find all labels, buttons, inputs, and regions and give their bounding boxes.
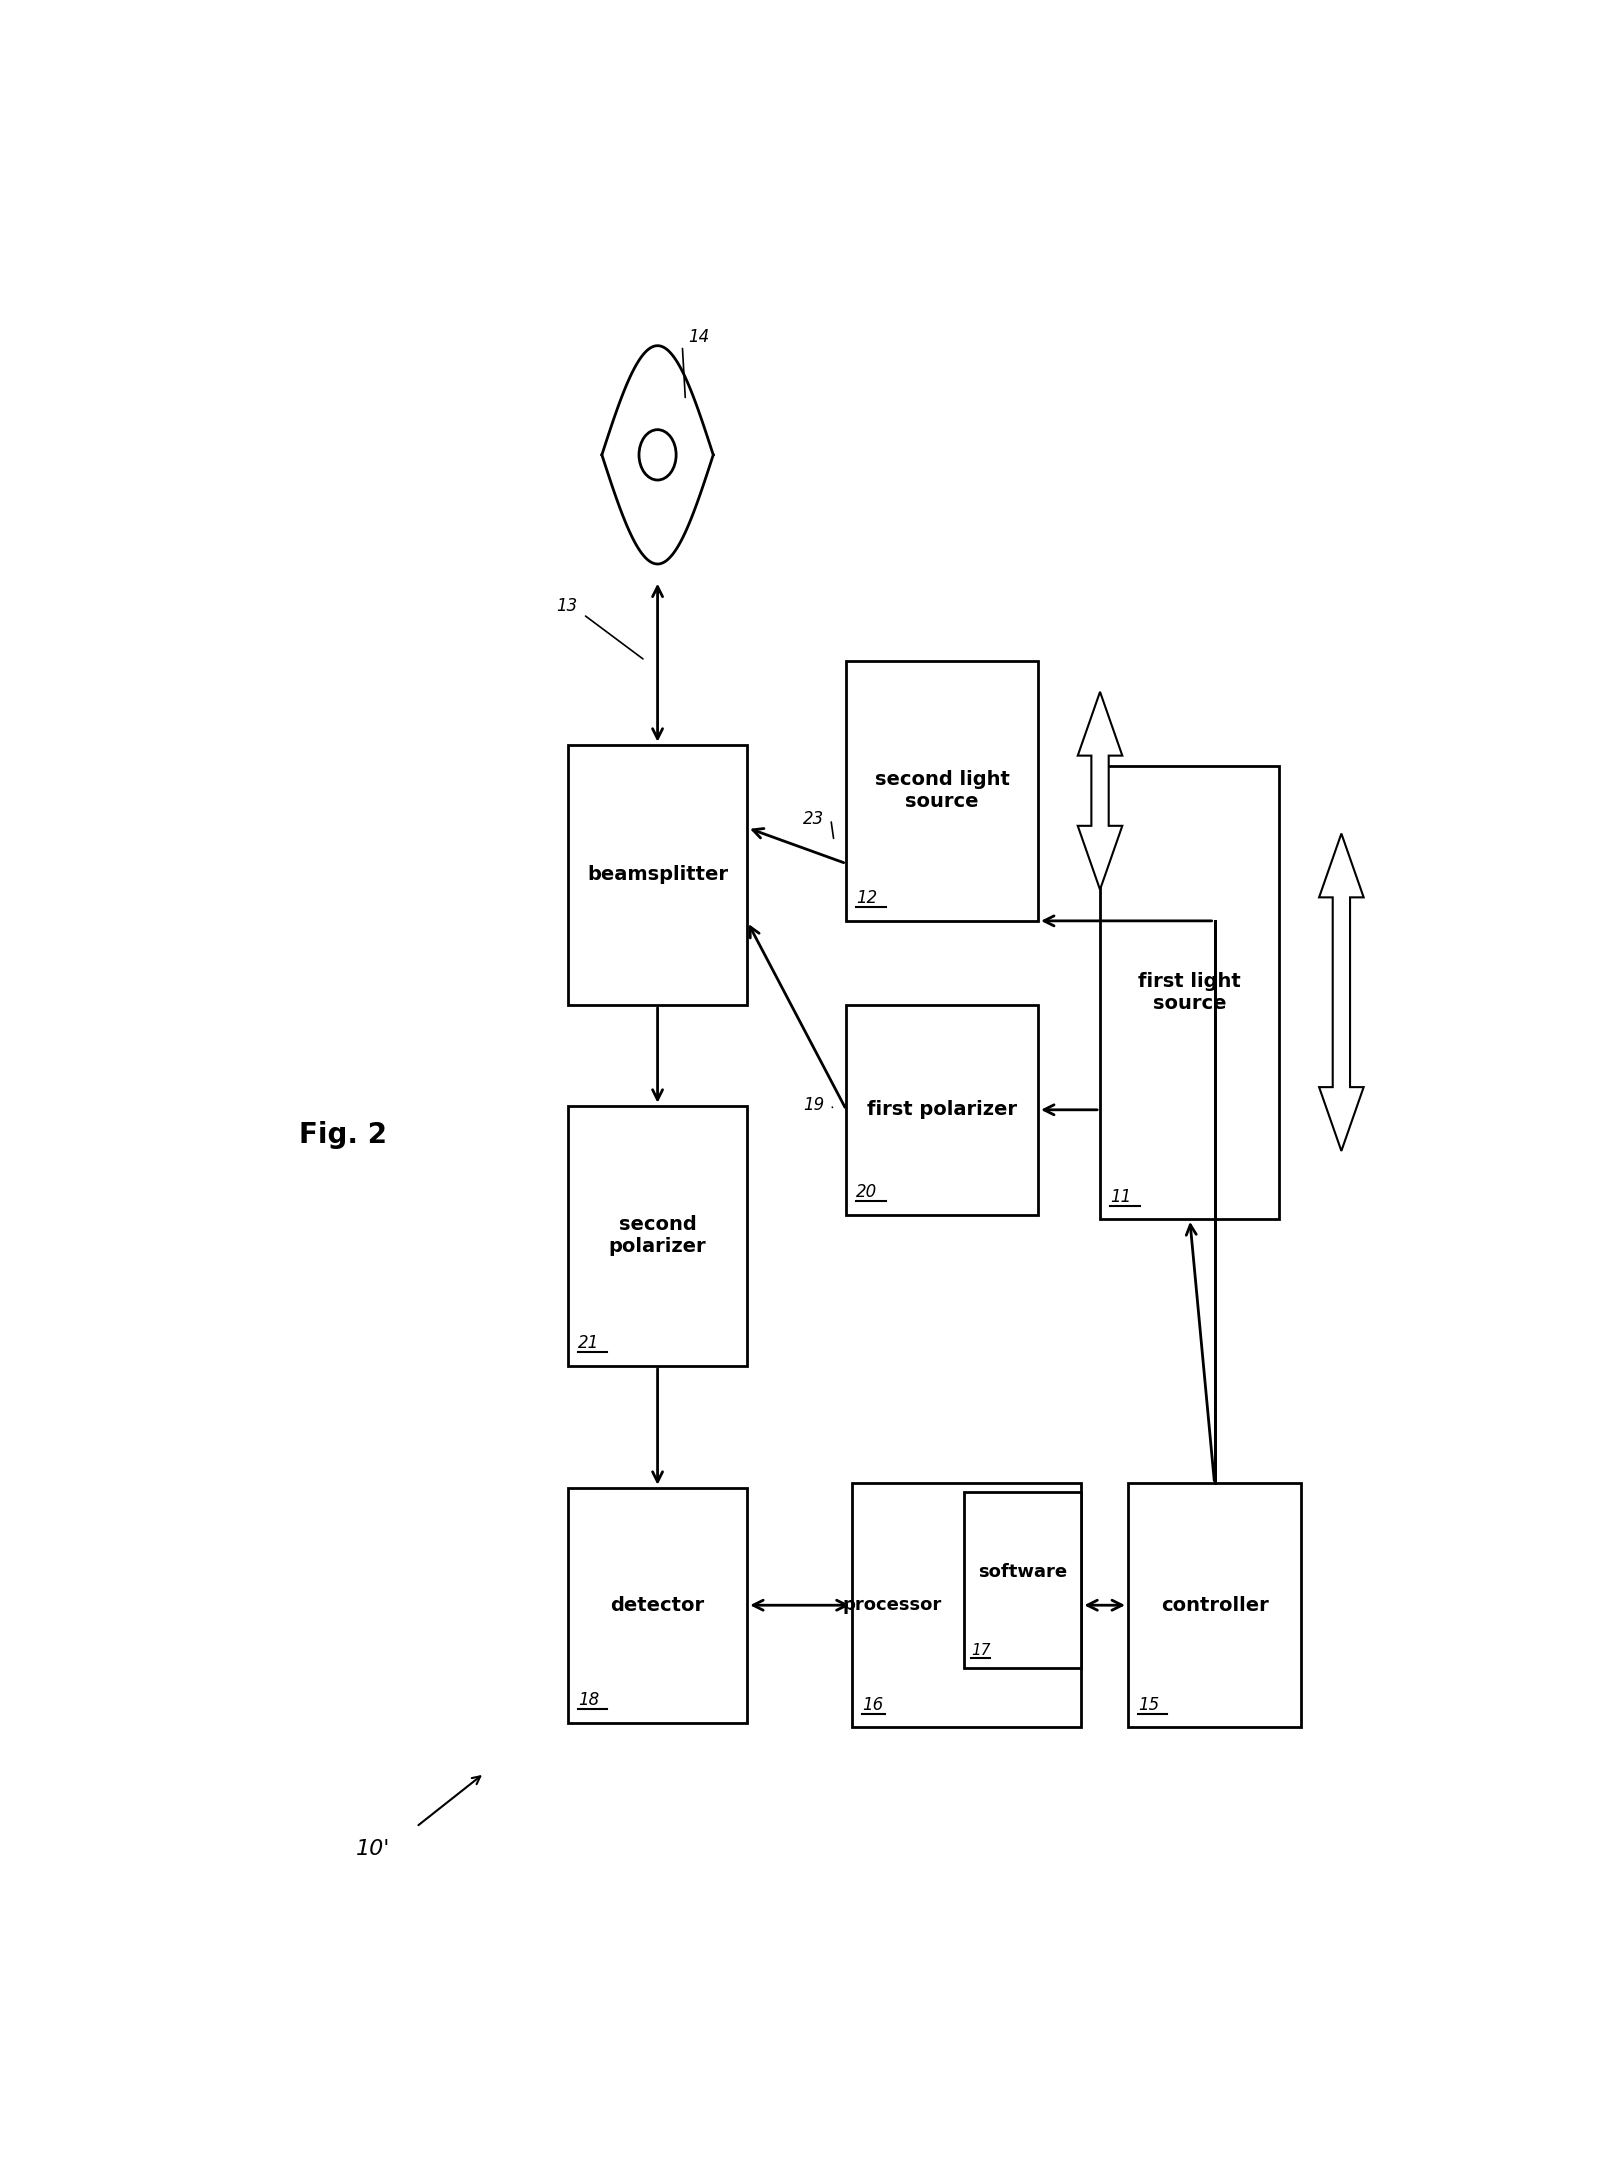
Text: controller: controller bbox=[1161, 1596, 1268, 1614]
Text: 14: 14 bbox=[688, 329, 709, 347]
Text: 23: 23 bbox=[803, 811, 824, 829]
Polygon shape bbox=[1078, 691, 1123, 890]
Text: second light
source: second light source bbox=[875, 770, 1009, 811]
Text: first polarizer: first polarizer bbox=[867, 1099, 1017, 1119]
Bar bbox=[569, 1487, 747, 1723]
Bar bbox=[1127, 1483, 1302, 1727]
Text: detector: detector bbox=[610, 1596, 704, 1614]
Text: 18: 18 bbox=[578, 1690, 599, 1710]
Text: software: software bbox=[977, 1562, 1067, 1581]
Bar bbox=[853, 1483, 1081, 1727]
Text: beamsplitter: beamsplitter bbox=[588, 866, 728, 883]
Text: first light
source: first light source bbox=[1139, 973, 1241, 1012]
Text: 13: 13 bbox=[556, 598, 577, 615]
Polygon shape bbox=[1319, 833, 1364, 1152]
Bar bbox=[846, 1005, 1038, 1215]
Text: 21: 21 bbox=[578, 1335, 599, 1352]
Text: 11: 11 bbox=[1110, 1186, 1131, 1206]
Text: second
polarizer: second polarizer bbox=[608, 1215, 706, 1256]
Bar bbox=[965, 1492, 1081, 1668]
Bar bbox=[846, 661, 1038, 920]
Bar bbox=[569, 1106, 747, 1365]
Text: 19: 19 bbox=[803, 1095, 824, 1114]
Text: 16: 16 bbox=[862, 1695, 883, 1714]
Bar bbox=[569, 744, 747, 1005]
Text: 12: 12 bbox=[856, 890, 877, 907]
Text: 10': 10' bbox=[356, 1839, 390, 1858]
Text: 20: 20 bbox=[856, 1184, 877, 1202]
Text: Fig. 2: Fig. 2 bbox=[299, 1121, 386, 1149]
Text: processor: processor bbox=[843, 1596, 942, 1614]
Bar bbox=[1100, 766, 1279, 1219]
Text: 17: 17 bbox=[971, 1642, 990, 1658]
Text: 15: 15 bbox=[1137, 1695, 1159, 1714]
